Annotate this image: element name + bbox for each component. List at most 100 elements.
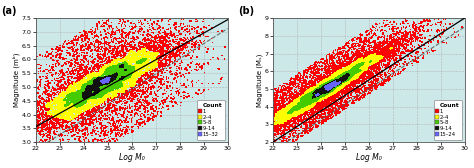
- Point: [342, 78, 350, 81]
- Point: [201, 26, 209, 29]
- Point: [88, 85, 95, 88]
- Point: [109, 91, 117, 93]
- Point: [64, 106, 72, 108]
- Point: [298, 81, 305, 84]
- Point: [175, 54, 182, 56]
- Point: [372, 55, 380, 58]
- Point: [324, 81, 332, 84]
- Point: [314, 93, 322, 96]
- Point: [384, 48, 392, 50]
- Point: [67, 100, 74, 103]
- Point: [174, 43, 182, 46]
- Point: [103, 67, 111, 70]
- Point: [83, 114, 91, 117]
- Point: [164, 104, 172, 107]
- Point: [82, 90, 90, 93]
- Point: [314, 98, 322, 101]
- Point: [61, 100, 69, 102]
- Point: [270, 114, 278, 116]
- Point: [337, 98, 344, 100]
- Point: [278, 108, 286, 111]
- Point: [279, 140, 286, 143]
- Point: [144, 100, 151, 103]
- Point: [64, 101, 71, 104]
- Point: [289, 98, 296, 100]
- Point: [338, 105, 346, 108]
- Point: [292, 102, 300, 105]
- Point: [102, 75, 109, 77]
- Point: [305, 101, 312, 104]
- Point: [358, 60, 366, 63]
- Point: [113, 86, 120, 89]
- Point: [145, 64, 152, 67]
- Point: [89, 48, 96, 51]
- Point: [88, 79, 95, 82]
- Point: [117, 63, 124, 66]
- Point: [71, 107, 78, 110]
- Point: [191, 41, 199, 43]
- Point: [356, 74, 363, 76]
- Point: [113, 74, 121, 76]
- Point: [71, 83, 78, 86]
- Point: [215, 58, 222, 60]
- Point: [81, 34, 89, 37]
- Point: [283, 115, 291, 118]
- Point: [334, 77, 342, 80]
- Point: [310, 93, 317, 96]
- Point: [330, 55, 338, 58]
- Point: [111, 49, 118, 52]
- Point: [114, 73, 122, 76]
- Point: [325, 84, 333, 87]
- Point: [101, 36, 109, 39]
- Point: [351, 76, 358, 78]
- Point: [373, 52, 381, 55]
- Point: [356, 64, 364, 66]
- Point: [109, 66, 117, 68]
- Point: [357, 91, 365, 94]
- Point: [111, 59, 118, 62]
- Point: [52, 97, 59, 100]
- Point: [127, 71, 134, 74]
- Point: [132, 57, 140, 60]
- Point: [300, 88, 307, 91]
- Point: [380, 36, 387, 39]
- Point: [300, 117, 308, 120]
- Point: [140, 56, 148, 59]
- Point: [93, 75, 100, 78]
- Point: [361, 61, 369, 64]
- Point: [357, 63, 365, 66]
- Point: [44, 84, 52, 87]
- Point: [116, 107, 124, 109]
- Point: [369, 67, 377, 69]
- Point: [60, 93, 67, 95]
- Point: [40, 105, 47, 107]
- Point: [33, 81, 40, 83]
- Point: [50, 110, 58, 112]
- Point: [293, 113, 301, 116]
- Point: [328, 93, 336, 95]
- Point: [96, 77, 103, 80]
- Point: [124, 132, 132, 135]
- Point: [136, 72, 144, 75]
- Point: [354, 87, 362, 90]
- Point: [63, 115, 70, 117]
- Point: [370, 56, 377, 58]
- Point: [327, 89, 335, 92]
- Point: [85, 112, 92, 115]
- Point: [307, 110, 315, 112]
- Point: [48, 116, 55, 119]
- Point: [141, 59, 149, 62]
- Point: [179, 84, 187, 87]
- Point: [412, 36, 420, 39]
- Point: [137, 78, 145, 81]
- Point: [328, 62, 335, 65]
- Point: [74, 98, 82, 101]
- Point: [45, 95, 53, 97]
- Point: [149, 108, 156, 110]
- Point: [279, 136, 287, 139]
- Point: [358, 79, 366, 81]
- Point: [352, 64, 359, 67]
- Point: [285, 109, 293, 112]
- Point: [63, 106, 71, 108]
- Point: [358, 68, 365, 71]
